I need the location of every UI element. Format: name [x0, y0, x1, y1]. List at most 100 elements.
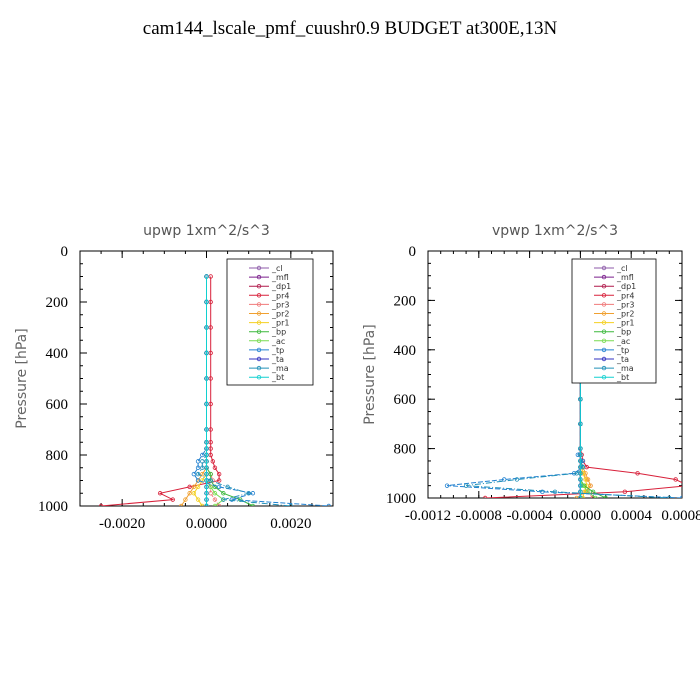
y-axis-label: Pressure [hPa] [362, 324, 378, 424]
data-point-pr4 [157, 491, 163, 496]
legend-marker [256, 338, 262, 343]
legend-label: _pr3 [616, 300, 634, 309]
data-point-bp [212, 484, 218, 490]
data-point-pr4 [208, 427, 213, 432]
data-point-bt [204, 491, 209, 496]
data-point-pr2 [187, 491, 192, 496]
data-point-ma [552, 489, 558, 495]
legend-label: _bt [616, 373, 629, 382]
data-point-bt [578, 458, 583, 464]
data-point-bt [204, 459, 209, 464]
data-point-pr4 [208, 452, 213, 458]
data-point-ac [593, 495, 598, 498]
legend-marker [256, 320, 262, 325]
x-tick-label: 0.0000 [560, 508, 601, 524]
data-point-tp [195, 478, 201, 483]
legend-marker [256, 365, 262, 371]
legend-label: _ta [271, 355, 284, 364]
plot-area [98, 274, 331, 506]
data-point-ma [288, 503, 294, 506]
legend-marker [256, 284, 262, 289]
x-tick-label: 0.0004 [611, 508, 653, 524]
legend-marker [256, 356, 262, 362]
y-tick-label: 400 [46, 346, 69, 362]
data-point-pr2 [191, 484, 197, 490]
data-point-ma [514, 477, 520, 482]
legend-label: _tp [271, 346, 284, 355]
data-point-tp [502, 477, 507, 482]
legend-marker [601, 293, 607, 298]
legend-marker [601, 338, 607, 343]
y-tick-label: 1000 [38, 499, 68, 515]
legend-box [571, 258, 657, 384]
legend-label: _mfl [271, 273, 289, 282]
data-point-pr3 [208, 491, 213, 496]
data-point-pr4 [98, 503, 104, 506]
legend-label: _cl [616, 264, 628, 273]
legend-label: _pr3 [271, 300, 289, 309]
legend-label: _pr2 [616, 310, 634, 319]
legend-label: _bt [271, 373, 284, 382]
data-point-tp [444, 483, 450, 488]
legend-label: _tp [616, 346, 629, 355]
legend-label: _ac [616, 337, 630, 346]
y-tick-label: 800 [394, 442, 417, 458]
vpwp-panel: vpwp 1xm^2/s^3 Pressure [hPa] 0 200 400 600 80… [362, 223, 700, 524]
data-point-ma [246, 491, 251, 496]
legend-label: _ta [616, 355, 629, 364]
data-point-pr3 [216, 503, 222, 506]
data-point-bt [204, 446, 209, 451]
data-point-bt [578, 489, 583, 495]
legend-marker [256, 311, 262, 316]
data-point-pr1 [580, 471, 586, 476]
y-tick-label: 800 [46, 448, 69, 464]
data-point-tp [200, 452, 205, 458]
data-point-pr4 [687, 484, 691, 488]
legend-label: _cl [271, 264, 283, 273]
data-point-tp [229, 497, 234, 502]
data-point-pr1 [191, 491, 197, 496]
data-point-tp [250, 491, 256, 496]
data-point-bt [204, 325, 209, 330]
data-point-pr1 [580, 495, 586, 498]
legend-marker [256, 265, 262, 271]
legend-label: _ma [271, 364, 289, 373]
series-line-pr2 [180, 276, 207, 506]
data-point-pr1 [583, 477, 588, 482]
legend-marker [256, 302, 262, 307]
legend-marker [601, 320, 607, 325]
legend-label: _pr1 [271, 319, 289, 328]
legend-marker [256, 347, 262, 353]
data-point-ma [200, 465, 205, 470]
data-point-pr4 [212, 465, 218, 470]
data-point-bt [204, 503, 209, 506]
legend-marker [601, 284, 607, 289]
data-point-pr1 [195, 484, 201, 490]
data-point-ac [580, 483, 586, 488]
data-point-pr1 [195, 497, 201, 502]
legend-marker [601, 356, 607, 362]
data-point-ma [580, 464, 586, 470]
x-tick-label: 0.0020 [270, 516, 311, 532]
data-point-bt [204, 274, 209, 279]
data-point-pr4 [622, 489, 628, 495]
data-point-ac [212, 491, 218, 496]
data-point-pr4 [208, 350, 213, 356]
data-point-tp [195, 459, 201, 464]
data-point-pr4 [210, 459, 216, 464]
legend-marker [601, 302, 607, 307]
y-tick-label: 0 [61, 244, 69, 260]
legend-marker [601, 365, 607, 371]
figure-title: cam144_lscale_pmf_cuushr0.9 BUDGET at300… [142, 18, 558, 39]
data-point-bp [208, 471, 213, 477]
y-tick-label: 400 [394, 343, 417, 359]
data-point-bt [578, 446, 583, 451]
data-point-bp [221, 491, 226, 496]
data-point-pr2 [200, 471, 205, 477]
legend-label: _pr1 [616, 319, 634, 328]
legend-label: _bp [271, 328, 286, 337]
data-point-pr4 [170, 497, 175, 502]
data-point-pr2 [583, 471, 588, 476]
data-point-bt [204, 497, 209, 502]
